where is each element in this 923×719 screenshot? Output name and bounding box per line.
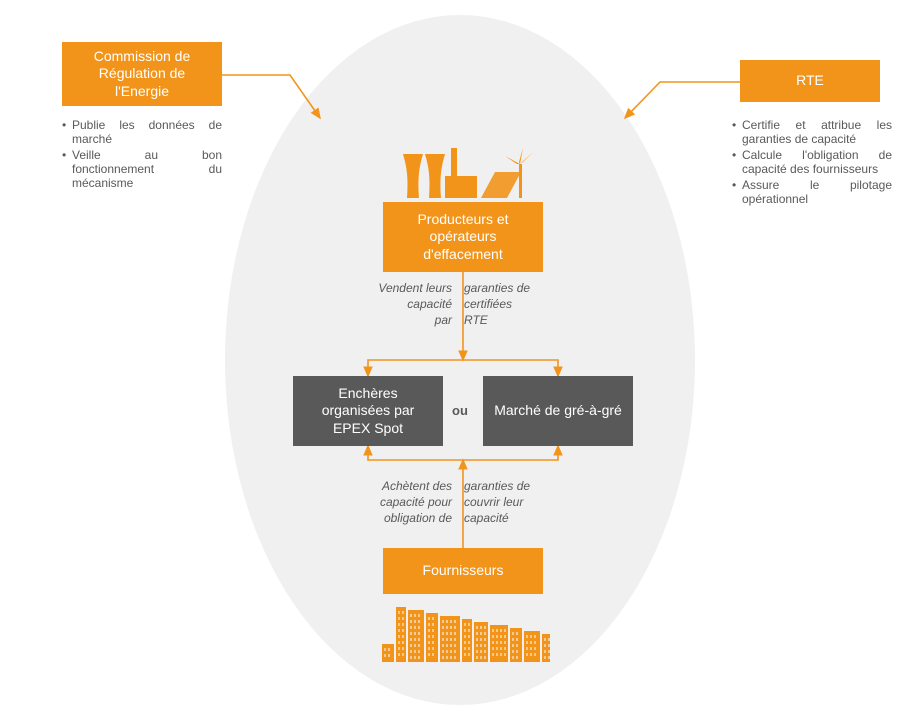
- bullet-item: Veille au bon fonctionnement du mécanism…: [62, 148, 222, 190]
- rte-to-ellipse: [625, 82, 740, 118]
- rte-label: RTE: [796, 72, 824, 90]
- bullet-item: Assure le pilotage opérationnel: [732, 178, 892, 206]
- auctions-box: Enchères organisées par EPEX Spot: [293, 376, 443, 446]
- caption-col-left: Vendent leurscapacitépar: [370, 280, 458, 329]
- caption-col-right: garanties decouvrir leurcapacité: [458, 478, 546, 527]
- producers-label: Producteurs et opérateurs d'effacement: [393, 211, 533, 264]
- caption-bottom: Achètent descapacité pourobligation dega…: [370, 478, 546, 527]
- city-skyline-icon: [380, 600, 550, 662]
- auctions-label: Enchères organisées par EPEX Spot: [303, 385, 433, 438]
- bullet-item: Publie les données de marché: [62, 118, 222, 146]
- caption-col-right: garanties decertifiéesRTE: [458, 280, 546, 329]
- rte-bullets: Certifie et attribue les garanties de ca…: [732, 118, 892, 208]
- cre-bullets: Publie les données de marchéVeille au bo…: [62, 118, 222, 192]
- otc-box: Marché de gré-à-gré: [483, 376, 633, 446]
- bullet-item: Certifie et attribue les garanties de ca…: [732, 118, 892, 146]
- bullet-item: Calcule l'obligation de capacité des fou…: [732, 148, 892, 176]
- merge-left: [368, 446, 463, 460]
- otc-label: Marché de gré-à-gré: [494, 402, 622, 420]
- power-plant-icon: [395, 142, 535, 198]
- producers-box: Producteurs et opérateurs d'effacement: [383, 202, 543, 272]
- cre-to-ellipse: [222, 75, 320, 118]
- cre-box: Commission de Régulation de l'Energie: [62, 42, 222, 106]
- caption-col-left: Achètent descapacité pourobligation de: [370, 478, 458, 527]
- split-left: [368, 360, 463, 376]
- cre-label: Commission de Régulation de l'Energie: [72, 48, 212, 101]
- suppliers-box: Fournisseurs: [383, 548, 543, 594]
- suppliers-label: Fournisseurs: [423, 562, 504, 580]
- split-right: [463, 360, 558, 376]
- ou-label: ou: [452, 403, 468, 418]
- caption-top: Vendent leurscapacitépargaranties decert…: [370, 280, 546, 329]
- merge-right: [463, 446, 558, 460]
- rte-box: RTE: [740, 60, 880, 102]
